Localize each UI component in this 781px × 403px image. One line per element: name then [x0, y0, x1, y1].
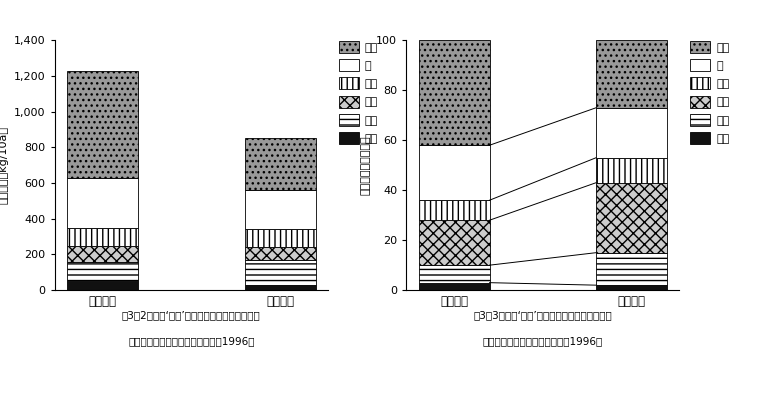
Y-axis label: 器官別分配率（％）: 器官別分配率（％）	[361, 135, 370, 195]
Bar	[67, 71, 138, 178]
Bar	[419, 145, 490, 200]
Bar	[67, 178, 138, 228]
Bar	[596, 183, 667, 253]
Bar	[67, 262, 138, 281]
Bar	[244, 139, 316, 190]
Bar	[596, 253, 667, 285]
Bar	[244, 285, 316, 290]
Bar	[419, 40, 490, 145]
Bar	[596, 40, 667, 108]
Bar	[419, 220, 490, 265]
Bar	[67, 228, 138, 245]
Bar	[596, 285, 667, 290]
Text: 図3－3　かき‘西条’における高生産樹と低生産: 図3－3 かき‘西条’における高生産樹と低生産	[473, 310, 612, 320]
Bar	[419, 200, 490, 220]
Legend: 果実, 葉, 新梢, 旧枝, 旧根, 新根: 果実, 葉, 新梢, 旧枝, 旧根, 新根	[690, 41, 729, 144]
Bar	[419, 283, 490, 290]
Y-axis label: 純生産量（kg/10a）: 純生産量（kg/10a）	[0, 126, 9, 204]
Text: 樹の器官別分配率（島根農試、1996）: 樹の器官別分配率（島根農試、1996）	[483, 337, 603, 347]
Text: 図3－2　かき‘西条’における高生産樹と低生産: 図3－2 かき‘西条’における高生産樹と低生産	[122, 310, 261, 320]
Bar	[419, 265, 490, 283]
Text: 樹の器官別純生産量（島根農試、1996）: 樹の器官別純生産量（島根農試、1996）	[128, 337, 255, 347]
Bar	[67, 281, 138, 290]
Legend: 果実, 葉, 新梢, 旧枝, 旧根, 新根: 果実, 葉, 新梢, 旧枝, 旧根, 新根	[339, 41, 378, 144]
Bar	[244, 247, 316, 260]
Bar	[244, 190, 316, 229]
Bar	[244, 260, 316, 285]
Bar	[596, 158, 667, 183]
Bar	[244, 229, 316, 247]
Bar	[67, 245, 138, 262]
Bar	[596, 108, 667, 158]
